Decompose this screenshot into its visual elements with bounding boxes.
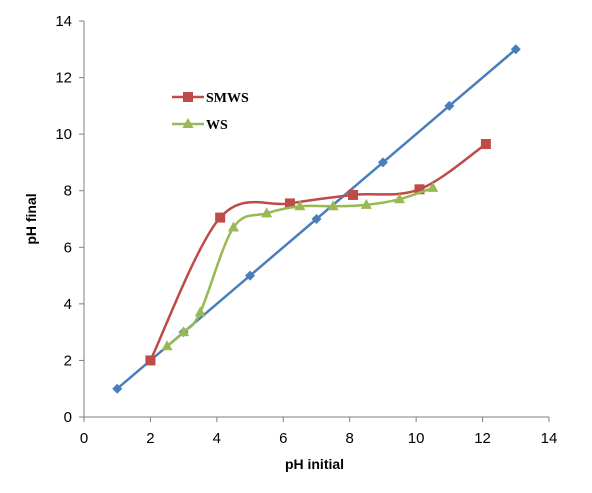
legend-item: SMWS [172, 91, 249, 106]
y-tick-label: 10 [55, 126, 72, 143]
data-point [194, 306, 206, 317]
data-point [261, 207, 273, 218]
legend: SMWS WS [172, 91, 249, 133]
legend-item: WS [172, 118, 228, 133]
legend-label: WS [206, 118, 228, 133]
data-point [480, 139, 491, 150]
y-tick-label: 4 [64, 296, 72, 313]
x-axis-title: pH initial [285, 456, 344, 472]
data-point [227, 221, 239, 232]
data-point [311, 214, 322, 224]
data-point [348, 189, 359, 200]
y-axis-title: pH final [23, 193, 39, 244]
x-tick-label: 0 [80, 430, 88, 447]
data-point [360, 198, 372, 209]
data-point [444, 100, 455, 111]
data-point [284, 198, 295, 209]
legend-label: SMWS [206, 91, 249, 106]
data-point [294, 200, 306, 211]
x-tick-label: 4 [213, 430, 221, 447]
series-line [166, 186, 434, 348]
x-tick-label: 6 [279, 430, 287, 447]
legend-marker [183, 92, 193, 102]
data-point [245, 270, 256, 281]
x-tick-labels: 0 2 4 6 8 10 12 14 [80, 430, 558, 447]
y-tick-label: 14 [55, 13, 72, 30]
data-point [510, 44, 521, 55]
data-point [178, 326, 190, 337]
y-tick-labels: 0 2 4 6 8 10 12 14 [55, 13, 72, 426]
plot-area [112, 44, 521, 394]
data-point [215, 212, 226, 223]
data-point [161, 340, 173, 351]
data-point [112, 383, 123, 394]
x-tick-label: 12 [474, 430, 491, 447]
data-point [414, 184, 425, 195]
y-tick-label: 0 [64, 409, 72, 426]
x-tick-label: 8 [346, 430, 354, 447]
series-ws [161, 181, 439, 351]
series-line [149, 143, 487, 361]
data-point [427, 181, 439, 192]
y-tick-label: 12 [55, 70, 72, 87]
series-line [116, 48, 517, 390]
axes [79, 20, 550, 422]
y-tick-label: 2 [64, 352, 72, 369]
data-point [145, 355, 156, 366]
legend-marker [182, 118, 194, 128]
x-tick-label: 14 [541, 430, 558, 447]
x-tick-label: 2 [146, 430, 154, 447]
x-tick-label: 10 [408, 430, 425, 447]
series-smws [145, 139, 491, 366]
y-tick-label: 8 [64, 183, 72, 200]
data-point [394, 193, 406, 204]
data-point [327, 200, 339, 211]
y-tick-label: 6 [64, 239, 72, 256]
data-point [377, 157, 388, 168]
